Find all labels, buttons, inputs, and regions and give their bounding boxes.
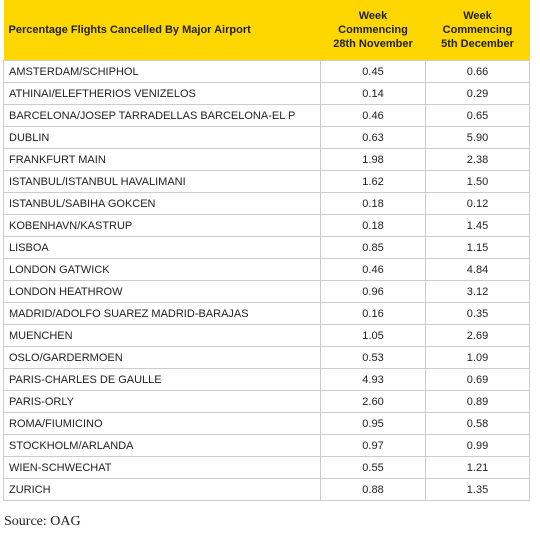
value-cell: 0.16 [320, 302, 426, 325]
value-cell: 1.62 [320, 170, 426, 193]
value-cell: 2.38 [425, 148, 530, 171]
value-cell: 0.58 [425, 412, 530, 435]
value-cell: 0.29 [425, 82, 530, 105]
table-row: STOCKHOLM/ARLANDA 0.97 0.99 [3, 434, 530, 457]
table-row: ZURICH 0.88 1.35 [3, 478, 530, 501]
value-cell: 0.99 [425, 434, 530, 457]
table-row: MUENCHEN 1.05 2.69 [3, 324, 530, 347]
value-cell: 0.14 [320, 82, 426, 105]
table-row: LONDON HEATHROW 0.96 3.12 [3, 280, 530, 303]
header-row: Percentage Flights Cancelled By Major Ai… [3, 0, 530, 61]
value-cell: 0.63 [320, 126, 426, 149]
table-row: BARCELONA/JOSEP TARRADELLAS BARCELONA-EL… [3, 104, 530, 127]
table-row: ROMA/FIUMICINO 0.95 0.58 [3, 412, 530, 435]
airport-cell: ISTANBUL/SABIHA GOKCEN [3, 192, 321, 215]
value-cell: 2.69 [425, 324, 530, 347]
value-cell: 0.46 [320, 104, 426, 127]
value-cell: 1.50 [425, 170, 530, 193]
value-cell: 1.05 [320, 324, 426, 347]
table-row: DUBLIN 0.63 5.90 [3, 126, 530, 149]
airport-cell: ISTANBUL/ISTANBUL HAVALIMANI [3, 170, 321, 193]
airport-cell: DUBLIN [3, 126, 321, 149]
value-cell: 0.85 [320, 236, 426, 259]
value-cell: 0.18 [320, 192, 426, 215]
value-cell: 0.45 [320, 60, 426, 83]
value-cell: 0.46 [320, 258, 426, 281]
value-cell: 0.65 [425, 104, 530, 127]
table-row: LISBOA 0.85 1.15 [3, 236, 530, 259]
value-cell: 1.15 [425, 236, 530, 259]
value-cell: 0.96 [320, 280, 426, 303]
value-cell: 1.45 [425, 214, 530, 237]
table-row: FRANKFURT MAIN 1.98 2.38 [3, 148, 530, 171]
table-row: MADRID/ADOLFO SUAREZ MADRID-BARAJAS 0.16 0… [3, 302, 530, 325]
airport-cell: MADRID/ADOLFO SUAREZ MADRID-BARAJAS [3, 302, 321, 325]
table-row: PARIS-ORLY 2.60 0.89 [3, 390, 530, 413]
value-cell: 2.60 [320, 390, 426, 413]
value-cell: 0.55 [320, 456, 426, 479]
table-row: AMSTERDAM/SCHIPHOL 0.45 0.66 [3, 60, 530, 83]
value-cell: 0.66 [425, 60, 530, 83]
table-row: PARIS-CHARLES DE GAULLE 4.93 0.69 [3, 368, 530, 391]
table-body: AMSTERDAM/SCHIPHOL 0.45 0.66 ATHINAI/ELEFTH… [3, 60, 530, 501]
value-cell: 0.95 [320, 412, 426, 435]
table-row: KOBENHAVN/KASTRUP 0.18 1.45 [3, 214, 530, 237]
value-cell: 0.89 [425, 390, 530, 413]
value-cell: 5.90 [425, 126, 530, 149]
table-row: ISTANBUL/SABIHA GOKCEN 0.18 0.12 [3, 192, 530, 215]
value-cell: 0.12 [425, 192, 530, 215]
table-row: ATHINAI/ELEFTHERIOS VENIZELOS 0.14 0.29 [3, 82, 530, 105]
airport-cell: OSLO/GARDERMOEN [3, 346, 321, 369]
airport-cell: LONDON HEATHROW [3, 280, 321, 303]
value-cell: 1.35 [425, 478, 530, 501]
airport-cell: LONDON GATWICK [3, 258, 321, 281]
cancellation-table: Percentage Flights Cancelled By Major Ai… [3, 0, 530, 501]
airport-cell: STOCKHOLM/ARLANDA [3, 434, 321, 457]
airport-cell: ZURICH [3, 478, 321, 501]
header-text: Week Commencing 5th December [441, 10, 514, 50]
table-row: OSLO/GARDERMOEN 0.53 1.09 [3, 346, 530, 369]
airport-cell: PARIS-ORLY [3, 390, 321, 413]
value-cell: 1.98 [320, 148, 426, 171]
airport-cell: LISBOA [3, 236, 321, 259]
value-cell: 4.93 [320, 368, 426, 391]
table-row: ISTANBUL/ISTANBUL HAVALIMANI 1.62 1.50 [3, 170, 530, 193]
value-cell: 0.69 [425, 368, 530, 391]
value-cell: 3.12 [425, 280, 530, 303]
header-cell: Week Commencing 28th November [320, 0, 426, 61]
source-note: Source: OAG [4, 514, 81, 529]
airport-cell: WIEN-SCHWECHAT [3, 456, 321, 479]
header-text: Week Commencing 28th November [333, 10, 413, 50]
value-cell: 1.21 [425, 456, 530, 479]
value-cell: 0.18 [320, 214, 426, 237]
table-row: WIEN-SCHWECHAT 0.55 1.21 [3, 456, 530, 479]
value-cell: 0.97 [320, 434, 426, 457]
value-cell: 0.88 [320, 478, 426, 501]
value-cell: 1.09 [425, 346, 530, 369]
header-cell: Percentage Flights Cancelled By Major Ai… [3, 0, 321, 61]
airport-cell: MUENCHEN [3, 324, 321, 347]
airport-cell: BARCELONA/JOSEP TARRADELLAS BARCELONA-EL… [3, 104, 321, 127]
airport-cell: AMSTERDAM/SCHIPHOL [3, 60, 321, 83]
value-cell: 0.53 [320, 346, 426, 369]
value-cell: 4.84 [425, 258, 530, 281]
value-cell: 0.35 [425, 302, 530, 325]
airport-cell: FRANKFURT MAIN [3, 148, 321, 171]
header-cell: Week Commencing 5th December [425, 0, 530, 61]
airport-cell: ROMA/FIUMICINO [3, 412, 321, 435]
airport-cell: KOBENHAVN/KASTRUP [3, 214, 321, 237]
airport-cell: PARIS-CHARLES DE GAULLE [3, 368, 321, 391]
airport-cell: ATHINAI/ELEFTHERIOS VENIZELOS [3, 82, 321, 105]
table-row: LONDON GATWICK 0.46 4.84 [3, 258, 530, 281]
